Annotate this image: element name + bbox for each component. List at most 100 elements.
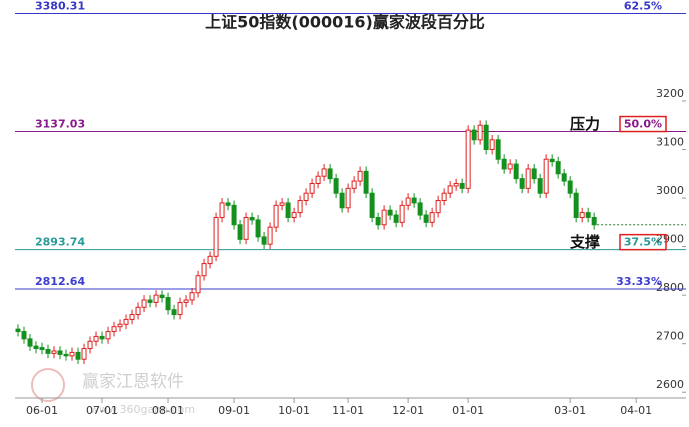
candle-body xyxy=(513,163,519,180)
candle-body xyxy=(441,192,447,201)
candle-body xyxy=(147,299,153,303)
candle-body xyxy=(291,212,297,218)
watermark-text: 赢家江恩软件 xyxy=(82,372,184,392)
x-tick-label: 12-01 xyxy=(392,404,424,417)
candle-body xyxy=(309,182,315,194)
candle-body xyxy=(63,353,69,357)
candle-body xyxy=(531,168,537,180)
candle-body xyxy=(477,124,483,141)
candle-body xyxy=(459,182,465,189)
candle-body xyxy=(117,323,123,328)
x-tick-label: 03-01 xyxy=(554,404,586,417)
candle-body xyxy=(369,192,375,218)
level-percent: 62.5% xyxy=(624,0,662,12)
candle-body xyxy=(495,139,501,160)
candle-body xyxy=(315,175,321,184)
watermark: 赢家江恩软件 www.360gann.com xyxy=(31,368,195,416)
candle-body xyxy=(405,197,411,206)
candle-body xyxy=(525,168,531,189)
candle-body xyxy=(381,209,387,226)
candle-body xyxy=(57,350,63,355)
y-tick-label: 2900 xyxy=(656,233,684,246)
candle-body xyxy=(225,202,231,206)
candle-body xyxy=(573,192,579,218)
candle-body xyxy=(21,331,27,340)
candle-body xyxy=(543,158,549,194)
level-percent: 37.5% xyxy=(624,236,662,249)
candle-body xyxy=(27,338,33,347)
candle-body xyxy=(303,192,309,201)
candle-body xyxy=(435,199,441,214)
candle-body xyxy=(351,180,357,189)
candle-body xyxy=(567,180,573,194)
level-annotation: 支撑 xyxy=(569,233,600,251)
candle-body xyxy=(261,236,267,245)
candle-body xyxy=(417,202,423,216)
candle-body xyxy=(183,299,189,303)
candle-body xyxy=(399,204,405,223)
candle-body xyxy=(93,335,99,342)
candle-body xyxy=(15,328,21,333)
candle-body xyxy=(75,351,81,360)
level-box xyxy=(619,115,667,133)
x-tick-label: 06-01 xyxy=(26,404,58,417)
candle-body xyxy=(51,350,57,354)
candle-body xyxy=(171,309,177,316)
level-box xyxy=(619,233,667,251)
candle-body xyxy=(219,202,225,218)
candle-body xyxy=(81,348,87,360)
candle-body xyxy=(489,139,495,151)
candle-body xyxy=(135,306,141,316)
candle-body xyxy=(465,129,471,189)
candle-body xyxy=(519,178,525,189)
candle-body xyxy=(393,214,399,223)
candle-body xyxy=(387,209,393,216)
y-tick-label: 2800 xyxy=(656,281,684,294)
candle-body xyxy=(213,216,219,257)
y-tick-label: 3000 xyxy=(656,184,684,197)
candle-body xyxy=(375,216,381,226)
level-value: 3137.03 xyxy=(35,118,85,131)
watermark-logo xyxy=(31,368,65,402)
candle-body xyxy=(297,199,303,214)
candle-body xyxy=(207,255,213,265)
candle-body xyxy=(267,226,273,245)
candle-body xyxy=(579,212,585,218)
candle-body xyxy=(483,124,489,151)
candle-body xyxy=(33,345,39,350)
x-tick-label: 11-01 xyxy=(332,404,364,417)
candle-body xyxy=(471,129,477,141)
candle-body xyxy=(501,158,507,170)
candle-body xyxy=(237,224,243,240)
candle-body xyxy=(195,275,201,294)
candle-body xyxy=(453,182,459,187)
y-tick-label: 3100 xyxy=(656,136,684,149)
candle-body xyxy=(555,161,561,175)
candle-body xyxy=(69,351,75,357)
candle-body xyxy=(561,173,567,182)
candle-body xyxy=(129,314,135,320)
x-tick-label: 10-01 xyxy=(278,404,310,417)
chart-title: 上证50指数(000016)赢家波段百分比 xyxy=(205,13,485,32)
x-tick-label: 04-01 xyxy=(620,404,652,417)
candle-body xyxy=(585,212,591,218)
candle-body xyxy=(537,178,543,194)
candle-body xyxy=(423,214,429,223)
candle-body xyxy=(285,202,291,218)
level-annotation: 压力 xyxy=(570,115,600,133)
candle-body xyxy=(165,297,171,311)
level-value: 2812.64 xyxy=(35,275,85,288)
candle-body xyxy=(159,294,165,299)
candle-body xyxy=(345,187,351,209)
x-tick-label: 07-01 xyxy=(86,404,118,417)
candle-body xyxy=(249,216,255,221)
candle-body xyxy=(39,347,45,351)
candle-body xyxy=(111,326,117,333)
candle-body xyxy=(273,204,279,228)
x-tick-label: 09-01 xyxy=(218,404,250,417)
candle-body xyxy=(429,212,435,223)
candle-body xyxy=(339,192,345,209)
candle-body xyxy=(321,168,327,177)
candle-body xyxy=(591,216,597,226)
candle-body xyxy=(87,340,93,350)
